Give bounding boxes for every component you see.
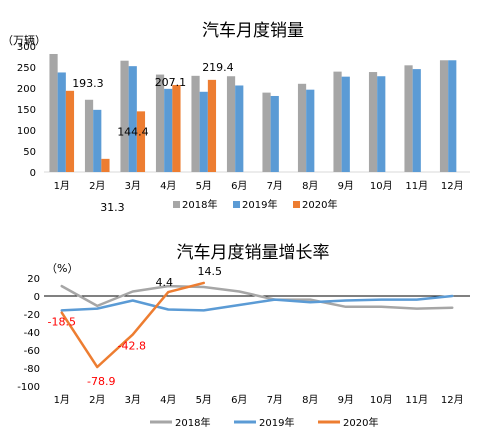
x-tick-label: 6月 xyxy=(231,394,247,406)
x-tick-label: 11月 xyxy=(405,180,428,192)
y-axis-unit: （万辆） xyxy=(2,33,46,47)
y-tick-label: 150 xyxy=(17,105,36,116)
bar-2018年-9月 xyxy=(333,71,342,172)
x-tick-label: 3月 xyxy=(125,394,141,406)
y-tick-label: 50 xyxy=(23,147,36,158)
bar-2019年-4月 xyxy=(164,88,173,172)
x-tick-label: 1月 xyxy=(54,394,70,406)
x-tick-label: 8月 xyxy=(302,394,318,406)
bar-2019年-5月 xyxy=(199,91,208,172)
bar-2020年-4月 xyxy=(172,85,181,172)
y-tick-label: -40 xyxy=(24,328,40,339)
bar-2019年-11月 xyxy=(412,69,421,172)
bar-2020年-5月 xyxy=(207,79,217,172)
data-label: -18.5 xyxy=(48,316,76,329)
x-tick-label: 2月 xyxy=(89,180,105,192)
legend-label: 2019年 xyxy=(242,198,277,211)
y-axis-unit: （%） xyxy=(46,262,78,275)
data-label: 193.3 xyxy=(72,77,104,90)
bar-2019年-9月 xyxy=(341,76,350,172)
data-label: 144.4 xyxy=(117,125,149,138)
bar-2018年-7月 xyxy=(262,92,271,172)
bar-2018年-1月 xyxy=(49,53,58,173)
x-tick-label: 10月 xyxy=(370,394,393,406)
data-label: 4.4 xyxy=(156,276,174,289)
bar-2018年-10月 xyxy=(368,72,378,172)
bar-2018年-12月 xyxy=(439,60,449,172)
bar-2019年-2月 xyxy=(93,109,102,172)
x-tick-label: 11月 xyxy=(405,394,428,406)
bar-2018年-5月 xyxy=(191,75,200,172)
y-tick-label: -20 xyxy=(24,310,40,321)
bar-2018年-8月 xyxy=(297,83,307,172)
data-label: -78.9 xyxy=(87,375,115,388)
legend-swatch xyxy=(293,201,300,208)
x-tick-label: 6月 xyxy=(231,180,247,192)
bar-2019年-1月 xyxy=(57,72,66,172)
x-tick-label: 9月 xyxy=(338,180,354,192)
bar-2018年-6月 xyxy=(226,76,236,172)
legend-label: 2020年 xyxy=(343,416,378,429)
y-tick-label: 0 xyxy=(34,292,40,303)
bar-2018年-3月 xyxy=(120,60,129,173)
x-tick-label: 10月 xyxy=(370,180,393,192)
legend-label: 2020年 xyxy=(302,198,337,211)
y-tick-label: -60 xyxy=(24,346,40,357)
data-label: -42.8 xyxy=(118,340,146,353)
bar-2019年-6月 xyxy=(235,85,244,172)
legend-swatch xyxy=(233,201,240,208)
y-tick-label: 200 xyxy=(17,84,36,95)
x-tick-label: 1月 xyxy=(54,180,70,192)
y-tick-label: 250 xyxy=(17,63,36,74)
bar-2018年-2月 xyxy=(84,99,94,172)
x-tick-label: 8月 xyxy=(302,180,318,192)
chart-title: 汽车月度销量 xyxy=(202,21,304,41)
x-tick-label: 7月 xyxy=(267,394,283,406)
x-tick-label: 9月 xyxy=(338,394,354,406)
y-tick-label: 0 xyxy=(30,168,36,179)
legend-label: 2019年 xyxy=(259,416,294,429)
x-tick-label: 2月 xyxy=(89,394,105,406)
legend-swatch xyxy=(173,201,180,208)
x-tick-label: 5月 xyxy=(196,180,212,192)
bar-2018年-11月 xyxy=(404,65,413,172)
data-label: 207.1 xyxy=(155,76,187,89)
legend-label: 2018年 xyxy=(175,416,210,429)
bar-2020年-1月 xyxy=(65,90,75,172)
x-tick-label: 5月 xyxy=(196,394,212,406)
line-series-2018年 xyxy=(60,284,454,310)
y-tick-label: 20 xyxy=(27,274,40,285)
x-tick-label: 3月 xyxy=(125,180,141,192)
legend-label: 2018年 xyxy=(182,198,217,211)
x-tick-label: 4月 xyxy=(160,394,176,406)
chart-title: 汽车月度销量增长率 xyxy=(177,243,330,263)
line-series-2019年 xyxy=(60,294,454,312)
x-tick-label: 12月 xyxy=(441,394,464,406)
bar-2018年-4月 xyxy=(155,74,165,172)
y-tick-label: 300 xyxy=(17,42,36,53)
y-tick-label: -100 xyxy=(17,382,40,393)
sales-bar-chart: 汽车月度销量 （万辆） 0 50 100 150 200 250 300 1月 2月 3月 4月 5月 6月… xyxy=(2,21,470,214)
line-series-2020年 xyxy=(60,281,205,369)
x-tick-label: 12月 xyxy=(441,180,464,192)
bar-2020年-3月 xyxy=(136,111,146,172)
data-label: 219.4 xyxy=(202,61,234,74)
data-label: 14.5 xyxy=(198,265,223,278)
y-tick-label: 100 xyxy=(17,126,36,137)
bar-2019年-7月 xyxy=(270,95,279,172)
bar-2020年-2月 xyxy=(101,158,110,172)
growth-line-chart: 汽车月度销量增长率 （%） -100 -80 -60 -40 -20 0 20 1月 2月 3月 4月 5… xyxy=(17,243,470,429)
y-tick-label: -80 xyxy=(24,364,40,375)
bar-2019年-10月 xyxy=(377,76,386,172)
x-tick-label: 7月 xyxy=(267,180,283,192)
bar-2019年-8月 xyxy=(306,89,315,172)
data-label: 31.3 xyxy=(100,201,125,214)
bar-2019年-3月 xyxy=(128,66,137,172)
x-tick-label: 4月 xyxy=(160,180,176,192)
bar-2019年-12月 xyxy=(448,60,457,172)
